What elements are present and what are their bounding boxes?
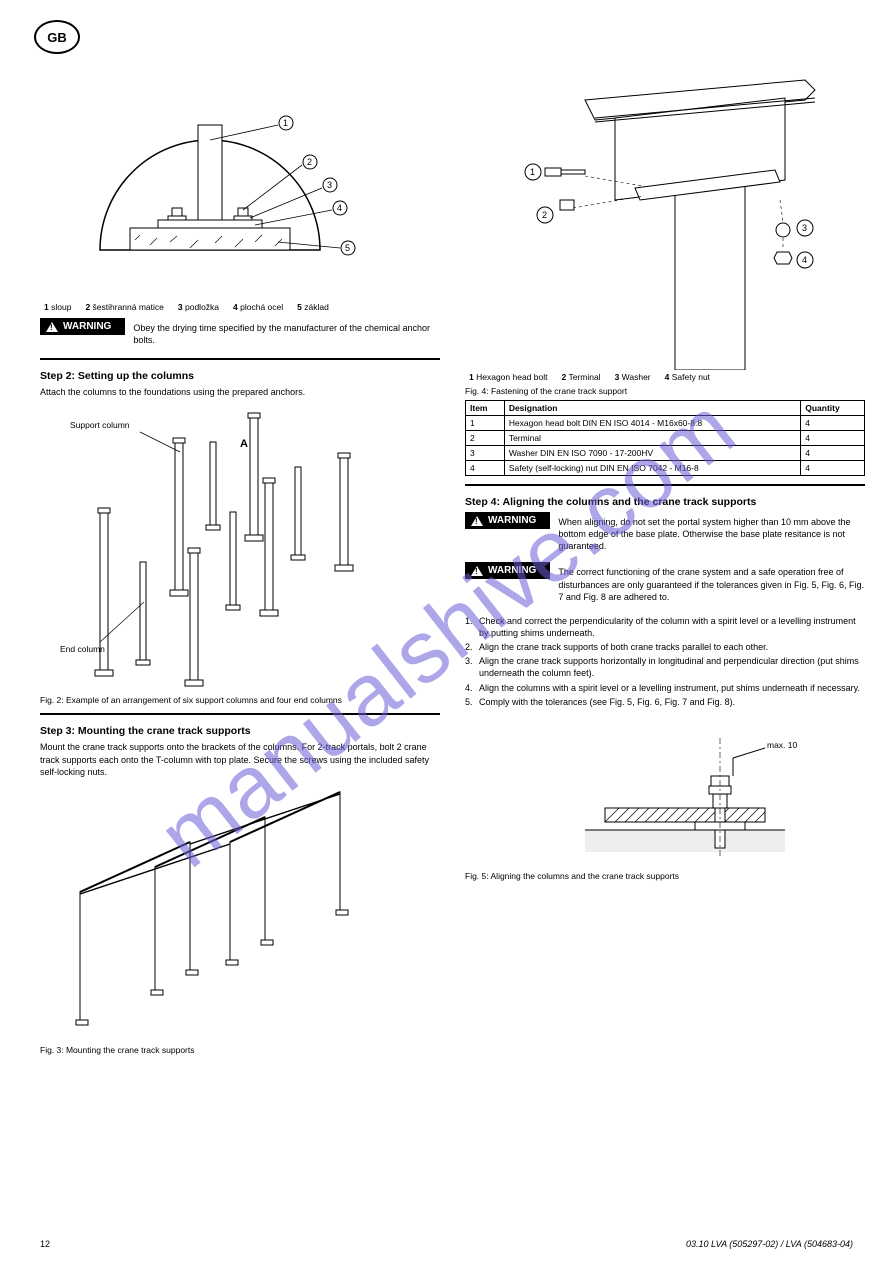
- fig3-svg: [40, 782, 440, 1042]
- fig2-area: Support column End column A: [40, 402, 440, 692]
- fig2-support-label: Support column: [70, 420, 130, 430]
- step4-item: 2.Align the crane track supports of both…: [465, 641, 865, 653]
- footer-docref: 03.10 LVA (505297-02) / LVA (504683-04): [686, 1239, 853, 1249]
- table-row: 1Hexagon head bolt DIN EN ISO 4014 - M16…: [466, 416, 865, 431]
- fig4-caption: Fig. 4: Fastening of the crane track sup…: [465, 386, 865, 396]
- step4-item: 1.Check and correct the perpendicularity…: [465, 615, 865, 639]
- step4-warn1-text: When aligning, do not set the portal sys…: [558, 516, 865, 552]
- step4-item: 3.Align the crane track supports horizon…: [465, 655, 865, 679]
- svg-text:3: 3: [327, 180, 332, 190]
- separator: [40, 713, 440, 715]
- step2-body: Attach the columns to the foundations us…: [40, 386, 440, 398]
- parts-col-item: Item: [466, 401, 505, 416]
- footer-page: 12: [40, 1239, 50, 1249]
- fig4-legend: 1 Hexagon head bolt 2 Terminal 3 Washer …: [469, 372, 865, 382]
- parts-table: Item Designation Quantity 1Hexagon head …: [465, 400, 865, 476]
- step4-item: 4.Align the columns with a spirit level …: [465, 682, 865, 694]
- right-column: 1 2 3 4 1 Hexagon head bolt 2 Terminal 3…: [465, 70, 865, 881]
- country-badge-text: GB: [47, 30, 67, 45]
- country-badge: GB: [34, 20, 80, 54]
- fig1-svg: 1 2 3 4 5: [40, 70, 440, 300]
- fig2-caption: Fig. 2: Example of an arrangement of six…: [40, 695, 440, 705]
- parts-col-desig: Designation: [504, 401, 800, 416]
- table-row: 2Terminal4: [466, 431, 865, 446]
- svg-text:4: 4: [802, 255, 807, 265]
- step2-title: Step 2: Setting up the columns: [40, 370, 440, 382]
- fig4-area: 1 2 3 4: [465, 70, 865, 370]
- separator: [465, 484, 865, 486]
- warning-badge: WARNING: [465, 512, 550, 529]
- fig5-tol: max. 10: [767, 740, 798, 750]
- parts-col-qty: Quantity: [801, 401, 865, 416]
- svg-text:1: 1: [530, 167, 535, 177]
- separator: [40, 358, 440, 360]
- step4-warn2-text: The correct functioning of the crane sys…: [558, 566, 865, 602]
- warning-badge: WARNING: [40, 318, 125, 335]
- step4-warn1: WARNING When aligning, do not set the po…: [465, 512, 865, 556]
- step3-body: Mount the crane track supports onto the …: [40, 741, 440, 777]
- fig2-end-label: End column: [60, 644, 105, 654]
- fig1-warning-row: WARNING Obey the drying time specified b…: [40, 318, 440, 350]
- fig2-A: A: [240, 438, 248, 450]
- svg-text:5: 5: [345, 243, 350, 253]
- svg-text:1: 1: [283, 118, 288, 128]
- svg-text:3: 3: [802, 223, 807, 233]
- left-column: 1 2 3 4 5 1 sloup 2 šestihranná matice 3…: [40, 70, 440, 1055]
- fig1-area: 1 2 3 4 5: [40, 70, 440, 300]
- svg-text:4: 4: [337, 203, 342, 213]
- step4-title: Step 4: Aligning the columns and the cra…: [465, 496, 865, 508]
- svg-text:2: 2: [307, 157, 312, 167]
- fig5-caption: Fig. 5: Aligning the columns and the cra…: [465, 871, 865, 881]
- fig1-legend: 1 sloup 2 šestihranná matice 3 podložka …: [44, 302, 440, 312]
- step3-title: Step 3: Mounting the crane track support…: [40, 725, 440, 737]
- fig2-svg: Support column End column A: [40, 402, 440, 692]
- fig5-area: max. 10: [465, 718, 865, 868]
- fig1-warning-text: Obey the drying time specified by the ma…: [133, 322, 440, 346]
- fig3-area: [40, 782, 440, 1042]
- table-row: 4Safety (self-locking) nut DIN EN ISO 70…: [466, 461, 865, 476]
- warning-badge: WARNING: [465, 562, 550, 579]
- fig3-caption: Fig. 3: Mounting the crane track support…: [40, 1045, 440, 1055]
- step4-warn2: WARNING The correct functioning of the c…: [465, 562, 865, 606]
- table-row: 3Washer DIN EN ISO 7090 - 17-200HV4: [466, 446, 865, 461]
- fig5-svg: max. 10: [465, 718, 865, 868]
- step4-item: 5.Comply with the tolerances (see Fig. 5…: [465, 696, 865, 708]
- svg-text:2: 2: [542, 210, 547, 220]
- fig4-svg: 1 2 3 4: [465, 70, 865, 370]
